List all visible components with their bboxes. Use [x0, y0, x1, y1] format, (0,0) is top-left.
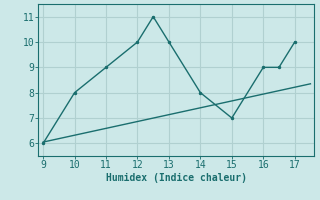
X-axis label: Humidex (Indice chaleur): Humidex (Indice chaleur) [106, 173, 246, 183]
